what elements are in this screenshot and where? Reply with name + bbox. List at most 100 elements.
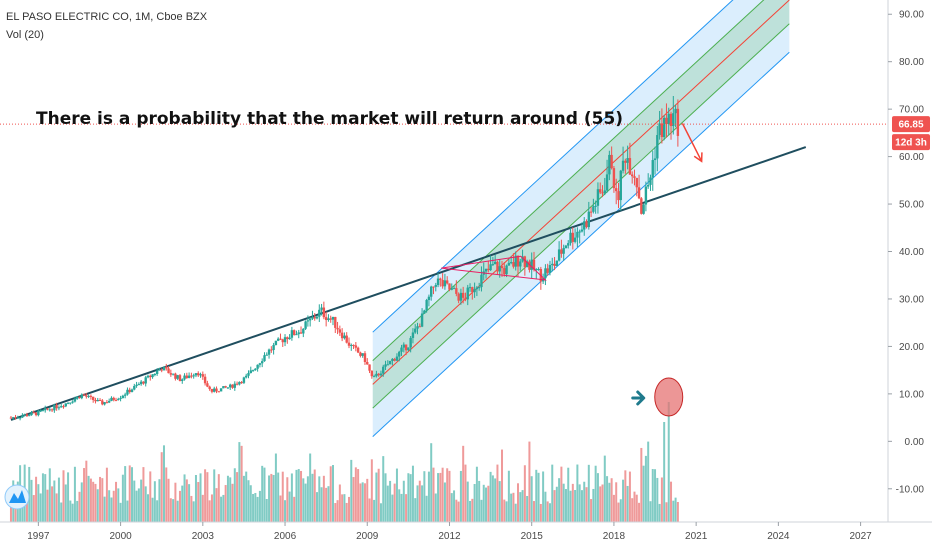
- price-scale-background[interactable]: [888, 0, 932, 522]
- symbol-title[interactable]: EL PASO ELECTRIC CO, 1M, Cboe BZX: [6, 11, 208, 23]
- channel-lower-outer-line[interactable]: [372, 51, 790, 437]
- volume-bar: [254, 492, 257, 522]
- candle-body: [130, 389, 134, 392]
- candle-body: [596, 189, 600, 206]
- candle-body: [505, 265, 508, 275]
- volume-bar: [485, 487, 488, 522]
- projection-arrow-head[interactable]: [693, 152, 703, 163]
- volume-bar: [156, 500, 159, 522]
- volume-bar: [395, 468, 398, 522]
- volume-bar: [92, 481, 95, 522]
- candle-body: [153, 374, 157, 376]
- candle-body: [137, 384, 141, 386]
- volume-bar: [446, 468, 449, 522]
- channel-upper-inner-line[interactable]: [372, 0, 790, 362]
- candle-body: [340, 332, 344, 339]
- candle-body: [103, 402, 106, 405]
- volume-bar: [274, 453, 277, 522]
- volume-bar: [647, 441, 650, 522]
- candle-body: [583, 221, 586, 230]
- price-tick-label: 50.00: [899, 200, 924, 211]
- trendline-layer[interactable]: [10, 146, 807, 421]
- candle-body: [487, 268, 490, 271]
- projection-arrow-line[interactable]: [681, 123, 703, 162]
- candle-body: [57, 407, 61, 409]
- volume-bar: [183, 474, 186, 522]
- candle-body: [233, 383, 236, 388]
- candle-body: [299, 332, 303, 334]
- volume-bar: [421, 485, 424, 522]
- volume-bar: [199, 473, 202, 522]
- candle-body: [267, 349, 271, 355]
- volume-bar: [409, 474, 412, 522]
- candle-body: [315, 316, 319, 319]
- volume-spike-arrow-icon[interactable]: [631, 390, 646, 406]
- time-scale[interactable]: 1997 2000 2003 2006 2009 2012 2015 2018 2021 2024…: [27, 522, 872, 542]
- candle-body: [407, 347, 410, 351]
- candle-body: [546, 268, 549, 273]
- candle-body: [576, 231, 579, 238]
- candle-body: [44, 408, 47, 411]
- volume-bar: [624, 470, 627, 522]
- candle-body: [162, 366, 166, 371]
- candle-body: [231, 384, 234, 388]
- channel-midline[interactable]: [372, 0, 790, 385]
- volume-bar: [9, 494, 12, 522]
- volume-bar: [665, 502, 668, 522]
- volume-bar: [300, 470, 303, 522]
- candle-body: [585, 221, 588, 228]
- volume-spike-highlight-circle[interactable]: [654, 377, 684, 417]
- volume-bar: [505, 501, 508, 522]
- volume-indicator-title[interactable]: Vol (20): [6, 29, 44, 41]
- support-trendline[interactable]: [10, 146, 807, 421]
- volume-bar: [512, 492, 515, 522]
- tradingview-logo-icon[interactable]: [4, 484, 30, 510]
- candle-body: [414, 328, 417, 333]
- volume-bar: [181, 485, 184, 522]
- channel-outer-band: [372, 0, 790, 437]
- volume-bar: [169, 498, 172, 522]
- volume-bar: [332, 465, 334, 522]
- volume-bar: [510, 493, 513, 522]
- volume-bar: [651, 469, 654, 522]
- candle-body: [621, 160, 625, 171]
- volume-bar: [302, 478, 305, 522]
- volume-bar: [347, 496, 350, 522]
- candle-body: [263, 355, 266, 362]
- volume-bar: [151, 497, 154, 522]
- last-price-value: 66.85: [898, 120, 923, 131]
- triangle-pattern-drawing[interactable]: [441, 255, 547, 281]
- volume-bar: [336, 500, 339, 522]
- time-scale-background[interactable]: [0, 522, 932, 550]
- volume-bar: [224, 485, 227, 522]
- candle-body: [178, 375, 182, 382]
- volume-bar: [553, 490, 556, 522]
- volume-bar: [615, 482, 618, 522]
- volume-bar: [441, 467, 444, 522]
- candle-body: [160, 369, 163, 371]
- volume-bar: [167, 478, 170, 522]
- candle-body: [580, 229, 584, 232]
- volume-bar: [64, 484, 67, 522]
- volume-bar: [284, 500, 287, 522]
- regression-channel[interactable]: [372, 0, 790, 437]
- candle-body: [375, 373, 378, 377]
- volume-bar: [32, 495, 35, 522]
- candle-body: [557, 249, 561, 261]
- volume-bar: [551, 464, 554, 522]
- volume-bar: [281, 471, 284, 522]
- candle-body: [89, 395, 93, 397]
- volume-bar: [596, 473, 599, 522]
- candle-body: [46, 408, 49, 410]
- annotation-text[interactable]: There is a probability that the market w…: [36, 109, 623, 129]
- candle-body: [388, 361, 392, 365]
- overlay-layer[interactable]: [0, 123, 888, 417]
- candle-body: [368, 364, 371, 371]
- candle-body: [551, 263, 554, 266]
- price-scale[interactable]: 90.00 80.00 70.00 60.00 50.00 40.00 30.00 20.00…: [888, 10, 924, 496]
- candle-body: [71, 401, 74, 403]
- channel-lower-inner-line[interactable]: [372, 23, 790, 409]
- candle-body: [28, 415, 31, 417]
